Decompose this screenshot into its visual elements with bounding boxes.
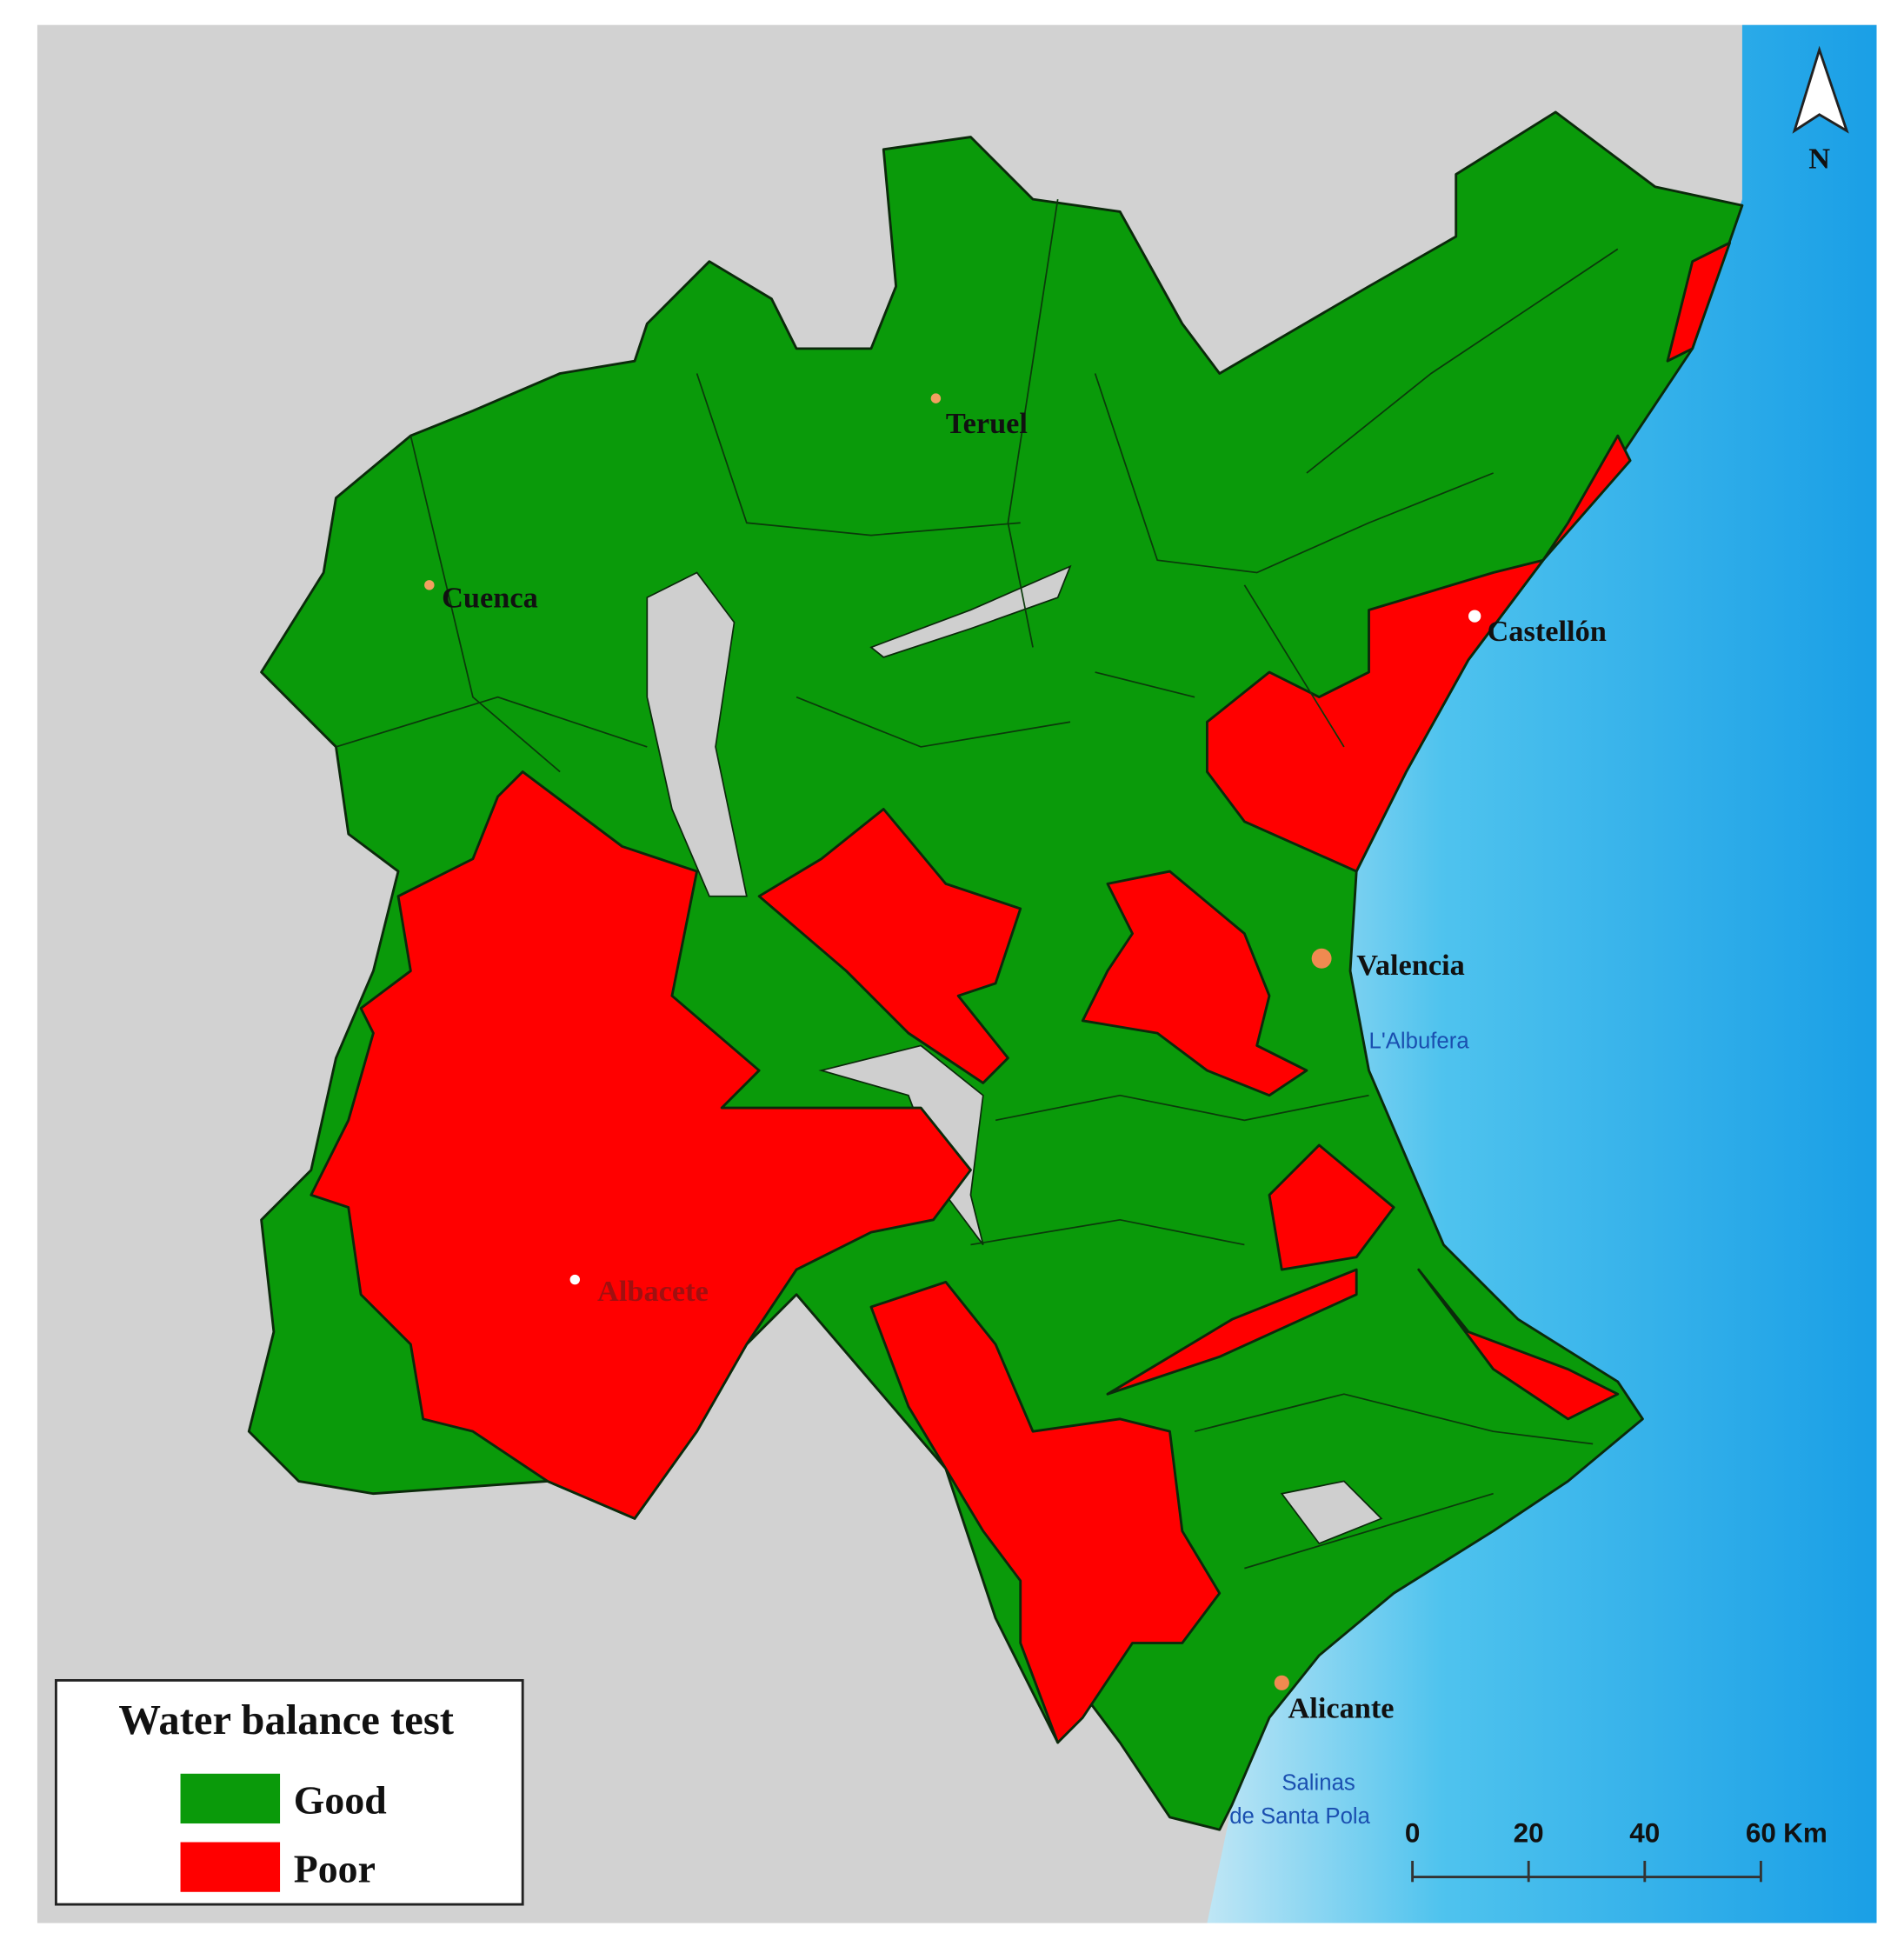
poor-region	[1268, 1143, 1395, 1271]
sea	[1207, 24, 1877, 1923]
place-label: Valencia	[1356, 949, 1465, 982]
unassessed-area	[646, 571, 748, 897]
place-label: Cuenca	[442, 582, 538, 615]
city-dot	[1311, 948, 1332, 969]
legend-label: Poor	[294, 1846, 376, 1890]
city-dot	[1468, 610, 1481, 623]
legend-box	[54, 1679, 524, 1906]
poor-region	[869, 1280, 1222, 1744]
city-dot	[569, 1274, 581, 1285]
poor-region	[310, 770, 972, 1520]
place-label: Albacete	[597, 1275, 709, 1308]
poor-region	[1541, 434, 1632, 562]
scale-tick-label: 20	[1514, 1817, 1544, 1849]
boundary-line	[336, 198, 1619, 1570]
legend-swatch	[180, 1773, 281, 1824]
north-arrow	[1792, 45, 1849, 134]
place-label: Teruel	[946, 407, 1028, 440]
regions	[247, 110, 1744, 1831]
unassessed-area	[1280, 1480, 1383, 1545]
legend: Water balance test Good Poor	[54, 1679, 524, 1906]
scale-bar: 0 20 40 60 Km	[1405, 1817, 1827, 1883]
water-label: de Santa Pola	[1229, 1804, 1370, 1829]
poor-region	[1106, 1268, 1358, 1396]
poor-region	[1666, 241, 1732, 363]
place-label: Castellón	[1487, 615, 1606, 648]
city-dot	[930, 393, 942, 403]
legend-title: Water balance test	[118, 1696, 454, 1743]
place-label: Alicante	[1288, 1691, 1394, 1724]
scale-unit: Km	[1783, 1817, 1827, 1849]
north-label: N	[1808, 142, 1830, 175]
poor-region	[1081, 870, 1308, 1097]
scale-tick-label: 0	[1405, 1817, 1421, 1849]
legend-label: Good	[294, 1778, 387, 1823]
poor-region	[757, 808, 1022, 1084]
city-dot	[424, 580, 435, 590]
poor-region	[1417, 1268, 1620, 1421]
city-dot	[1274, 1675, 1289, 1690]
unassessed-area	[869, 564, 1072, 658]
scale-tick-label: 40	[1629, 1817, 1660, 1849]
legend-swatch	[180, 1842, 281, 1892]
water-label: L'Albufera	[1369, 1029, 1470, 1053]
water-label: Salinas	[1282, 1770, 1355, 1795]
scale-tick-label: 60	[1746, 1817, 1776, 1849]
